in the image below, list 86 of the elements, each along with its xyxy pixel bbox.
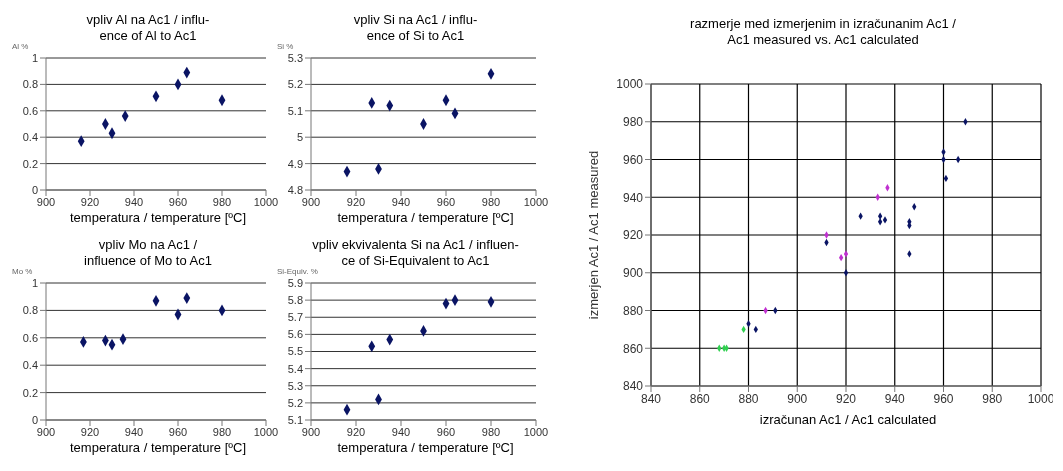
y-tick-label: 1 — [31, 51, 38, 64]
chart-title: razmerje med izmerjenim in izračunanim Ac1 / Ac1 measured vs. Ac1 calculated — [689, 15, 957, 49]
y-tick-label: 5.1 — [287, 104, 303, 117]
x-tick-label: 960 — [933, 391, 954, 406]
x-tick-label: 1000 — [253, 425, 279, 438]
x-tick-label: 940 — [391, 425, 411, 438]
y-tick-label: 5.3 — [287, 379, 303, 392]
x-tick-label: 940 — [124, 425, 144, 438]
y-tick-label: 5.2 — [287, 396, 303, 409]
point — [877, 218, 883, 226]
x-tick-label: 900 — [787, 391, 808, 406]
x-axis-title: temperatura / temperature [ºC] — [336, 440, 515, 455]
x-tick-label: 860 — [689, 391, 711, 406]
y-tick-label: 960 — [622, 152, 644, 167]
point — [882, 216, 888, 224]
y-tick-label: 5.8 — [287, 294, 303, 307]
x-tick-label: 1000 — [523, 195, 549, 208]
y-tick-label: 0.6 — [22, 104, 38, 117]
y-tick-label: 860 — [622, 341, 644, 356]
x-tick-label: 920 — [835, 391, 857, 406]
y-axis-title: Si % — [276, 42, 295, 52]
y-axis-title: Si-Equiv. % — [276, 267, 319, 277]
y-tick-label: 920 — [622, 228, 644, 243]
x-tick-label: 880 — [738, 391, 759, 406]
x-tick-label: 1000 — [253, 195, 279, 208]
x-axis-title: temperatura / temperature [ºC] — [69, 210, 247, 225]
y-axis-title: izmerjen Ac1 / Ac1 measured — [585, 150, 601, 320]
chart-title: vpliv ekvivalenta Si na Ac1 / influen- ce of Si-Equivalent to Ac1 — [311, 236, 520, 268]
y-tick-label: 4.9 — [287, 157, 303, 170]
y-tick-label: 5.2 — [287, 78, 303, 91]
y-tick-label: 4.8 — [287, 183, 303, 196]
y-tick-label: 5.4 — [287, 362, 303, 375]
y-tick-label: 0.6 — [22, 331, 38, 344]
y-tick-label: 5.7 — [287, 311, 303, 324]
y-tick-label: 1 — [31, 276, 38, 289]
x-tick-label: 960 — [436, 195, 456, 208]
x-tick-label: 960 — [168, 425, 188, 438]
x-tick-label: 920 — [346, 195, 366, 208]
y-tick-label: 5 — [296, 131, 303, 144]
y-tick-label: 0.8 — [22, 78, 38, 91]
y-tick-label: 0 — [31, 183, 38, 196]
x-tick-label: 1000 — [523, 425, 549, 438]
y-tick-label: 5.6 — [287, 328, 303, 341]
y-tick-label: 0.2 — [22, 157, 38, 170]
y-tick-label: 0.2 — [22, 386, 38, 399]
x-tick-label: 900 — [301, 425, 321, 438]
x-tick-label: 940 — [391, 195, 411, 208]
y-tick-label: 0.4 — [22, 359, 38, 372]
point — [877, 212, 883, 220]
x-tick-label: 940 — [884, 391, 906, 406]
y-tick-label: 1000 — [616, 77, 644, 92]
y-tick-label: 0.4 — [22, 131, 38, 144]
x-tick-label: 1000 — [1027, 391, 1055, 406]
y-tick-label: 900 — [622, 266, 644, 281]
x-tick-label: 840 — [640, 391, 662, 406]
y-tick-label: 5.9 — [287, 276, 303, 289]
x-tick-label: 900 — [301, 195, 321, 208]
x-tick-label: 960 — [436, 425, 456, 438]
chart-title: vpliv Si na Ac1 / influ- ence of Si to Ac1 — [352, 11, 479, 43]
x-axis-title: izračunan Ac1 / Ac1 calculated — [758, 412, 938, 427]
x-tick-label: 920 — [80, 195, 100, 208]
y-axis-title: Mo % — [11, 267, 34, 277]
x-tick-label: 980 — [212, 195, 232, 208]
x-axis-title: temperatura / temperature [ºC] — [69, 440, 247, 455]
y-tick-label: 880 — [622, 303, 644, 318]
y-tick-label: 5.1 — [287, 413, 303, 426]
y-tick-label: 840 — [622, 379, 644, 394]
y-axis-title: Al % — [11, 42, 30, 52]
x-axis-title: temperatura / temperature [ºC] — [336, 210, 515, 225]
point — [843, 250, 849, 258]
y-tick-label: 980 — [622, 115, 644, 130]
x-tick-label: 980 — [982, 391, 1003, 406]
y-tick-label: 5.3 — [287, 51, 303, 64]
x-tick-label: 920 — [80, 425, 100, 438]
point — [843, 269, 849, 277]
x-tick-label: 980 — [481, 195, 501, 208]
y-tick-label: 5.5 — [287, 345, 303, 358]
y-tick-label: 0 — [31, 413, 38, 426]
x-tick-label: 920 — [346, 425, 366, 438]
x-tick-label: 980 — [481, 425, 501, 438]
x-tick-label: 960 — [168, 195, 188, 208]
x-tick-label: 940 — [124, 195, 144, 208]
y-tick-label: 0.8 — [22, 304, 38, 317]
chart-title: vpliv Al na Ac1 / influ- ence of Al to Ac1 — [85, 11, 211, 43]
x-tick-label: 980 — [212, 425, 232, 438]
chart-title: vpliv Mo na Ac1 / influence of Mo to Ac1 — [83, 236, 213, 268]
